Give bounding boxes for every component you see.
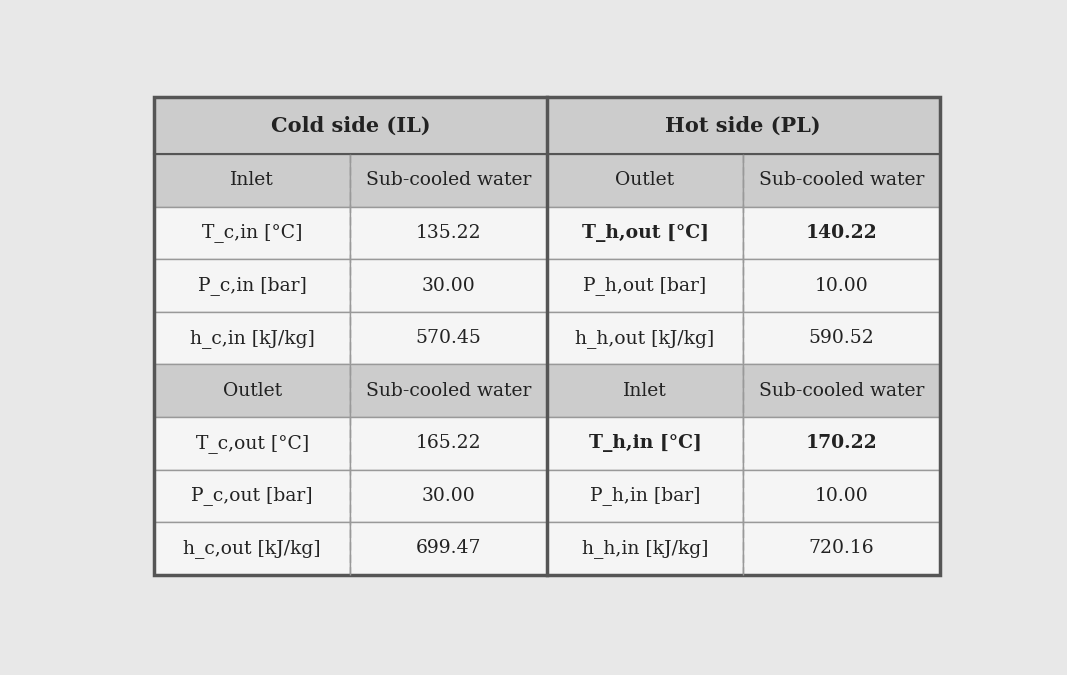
- Bar: [154, 522, 350, 574]
- Text: T_h,out [°C]: T_h,out [°C]: [582, 224, 708, 242]
- Bar: [350, 522, 547, 574]
- Bar: [350, 154, 547, 207]
- Bar: [154, 364, 350, 417]
- Bar: [547, 154, 744, 207]
- Bar: [547, 259, 744, 312]
- Text: 720.16: 720.16: [809, 539, 874, 558]
- Text: P_c,out [bar]: P_c,out [bar]: [191, 487, 313, 506]
- Bar: [744, 522, 940, 574]
- Bar: [547, 417, 744, 470]
- Bar: [547, 470, 744, 522]
- Bar: [154, 312, 350, 365]
- Text: Inlet: Inlet: [230, 171, 274, 189]
- Text: Hot side (PL): Hot side (PL): [666, 115, 821, 135]
- Text: 10.00: 10.00: [814, 277, 869, 294]
- Text: Sub-cooled water: Sub-cooled water: [366, 381, 531, 400]
- Bar: [744, 259, 940, 312]
- Bar: [744, 312, 940, 365]
- Bar: [547, 312, 744, 365]
- Bar: [547, 207, 744, 259]
- Bar: [350, 417, 547, 470]
- Text: 699.47: 699.47: [416, 539, 481, 558]
- Bar: [154, 207, 350, 259]
- Text: Cold side (IL): Cold side (IL): [271, 115, 430, 135]
- Text: Inlet: Inlet: [623, 381, 667, 400]
- Bar: [547, 522, 744, 574]
- Text: h_c,in [kJ/kg]: h_c,in [kJ/kg]: [190, 329, 315, 348]
- Text: 570.45: 570.45: [416, 329, 481, 347]
- Bar: [744, 207, 940, 259]
- Text: 135.22: 135.22: [416, 224, 481, 242]
- Bar: [350, 364, 547, 417]
- Bar: [547, 364, 744, 417]
- Text: 10.00: 10.00: [814, 487, 869, 505]
- Text: 140.22: 140.22: [806, 224, 877, 242]
- Bar: [744, 154, 940, 207]
- Text: Sub-cooled water: Sub-cooled water: [366, 171, 531, 189]
- Bar: [350, 312, 547, 365]
- Bar: [547, 97, 940, 154]
- Text: Outlet: Outlet: [223, 381, 282, 400]
- Text: T_c,out [°C]: T_c,out [°C]: [195, 434, 308, 453]
- Text: Sub-cooled water: Sub-cooled water: [759, 381, 924, 400]
- Bar: [744, 470, 940, 522]
- Text: 590.52: 590.52: [809, 329, 874, 347]
- Bar: [154, 470, 350, 522]
- Bar: [350, 207, 547, 259]
- Text: h_h,out [kJ/kg]: h_h,out [kJ/kg]: [575, 329, 715, 348]
- Text: P_h,in [bar]: P_h,in [bar]: [590, 487, 700, 506]
- Text: 170.22: 170.22: [806, 434, 877, 452]
- Bar: [154, 97, 546, 154]
- Text: h_c,out [kJ/kg]: h_c,out [kJ/kg]: [184, 539, 321, 558]
- Text: T_h,in [°C]: T_h,in [°C]: [589, 434, 701, 452]
- Bar: [154, 417, 350, 470]
- Text: Sub-cooled water: Sub-cooled water: [759, 171, 924, 189]
- Text: h_h,in [kJ/kg]: h_h,in [kJ/kg]: [582, 539, 708, 558]
- Text: 30.00: 30.00: [421, 277, 476, 294]
- Text: T_c,in [°C]: T_c,in [°C]: [202, 223, 303, 242]
- Text: Outlet: Outlet: [616, 171, 674, 189]
- Bar: [350, 259, 547, 312]
- Text: P_h,out [bar]: P_h,out [bar]: [584, 276, 706, 295]
- Bar: [350, 470, 547, 522]
- Text: 165.22: 165.22: [416, 434, 481, 452]
- Text: P_c,in [bar]: P_c,in [bar]: [197, 276, 306, 295]
- Text: 30.00: 30.00: [421, 487, 476, 505]
- Bar: [744, 417, 940, 470]
- Bar: [154, 154, 350, 207]
- Bar: [154, 259, 350, 312]
- Bar: [744, 364, 940, 417]
